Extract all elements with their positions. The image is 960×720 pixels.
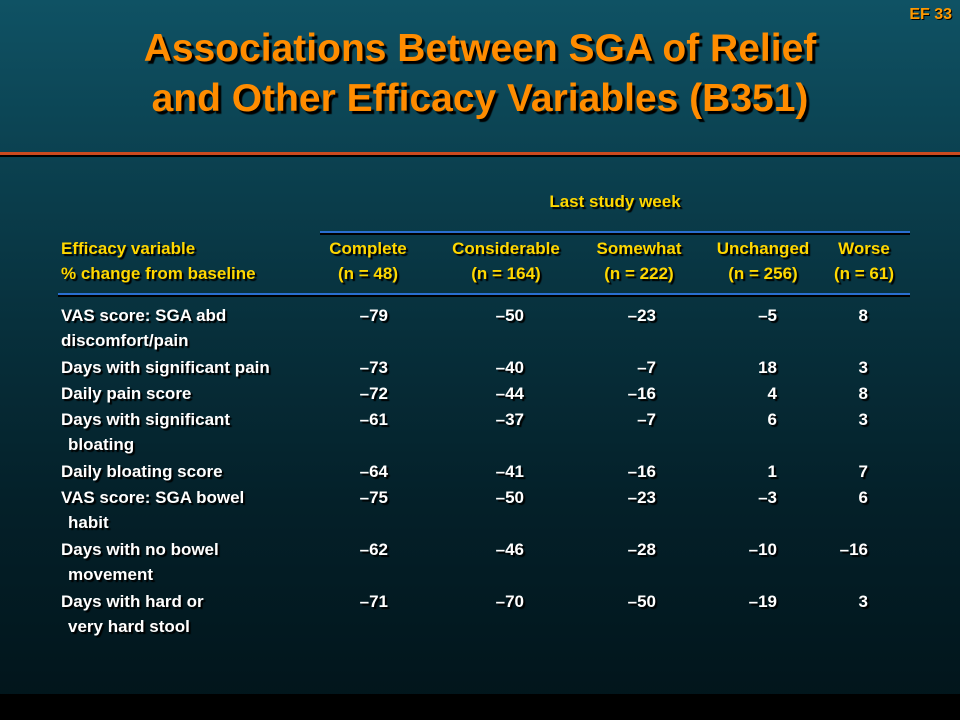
cell-considerable: –70 — [495, 592, 524, 611]
cell-worse: 7 — [858, 462, 868, 481]
variable-header-line-1: Efficacy variable — [61, 239, 196, 258]
cell-considerable: –50 — [495, 488, 524, 507]
column-label: Somewhat — [596, 239, 682, 258]
column-header-worse: Worse (n = 61) — [822, 236, 906, 286]
title-divider — [0, 152, 960, 155]
cell-worse: 6 — [858, 488, 868, 507]
cell-unchanged: –5 — [758, 306, 777, 325]
column-header-unchanged: Unchanged (n = 256) — [703, 236, 823, 286]
cell-considerable: –44 — [495, 384, 524, 403]
column-label: Worse — [838, 239, 890, 258]
row-label-line-2: bloating — [68, 435, 135, 454]
cell-unchanged: 6 — [767, 410, 777, 429]
row-label-line-1: Days with hard or — [61, 592, 204, 611]
row-label: VAS score: SGA bowel habit — [61, 485, 326, 535]
title-line-1: Associations Between SGA of Relief — [143, 27, 817, 70]
header-bottom-rule — [58, 293, 910, 295]
column-n: (n = 222) — [604, 264, 674, 283]
cell-somewhat: –23 — [627, 306, 656, 325]
cell-considerable: –46 — [495, 540, 524, 559]
cell-considerable: –37 — [495, 410, 524, 429]
cell-unchanged: 18 — [758, 358, 777, 377]
row-label-line-1: Daily bloating score — [61, 462, 223, 481]
row-label: Days with hard or very hard stool — [61, 589, 326, 639]
row-label-line-2: very hard stool — [68, 617, 190, 636]
cell-complete: –71 — [359, 592, 388, 611]
cell-worse: 8 — [858, 384, 868, 403]
cell-considerable: –40 — [495, 358, 524, 377]
row-label-line-1: Days with significant — [61, 410, 231, 429]
cell-worse: 3 — [858, 410, 868, 429]
row-label-line-1: Days with significant pain — [61, 358, 270, 377]
cell-complete: –61 — [359, 410, 388, 429]
column-n: (n = 164) — [471, 264, 541, 283]
column-label: Complete — [329, 239, 407, 258]
cell-unchanged: 1 — [767, 462, 777, 481]
cell-unchanged: –19 — [748, 592, 777, 611]
row-label-line-1: Days with no bowel — [61, 540, 219, 559]
cell-worse: –16 — [839, 540, 868, 559]
cell-complete: –72 — [359, 384, 388, 403]
column-n: (n = 61) — [834, 264, 894, 283]
group-header-rule — [320, 231, 910, 233]
cell-worse: 3 — [858, 592, 868, 611]
row-label: Days with significant bloating — [61, 407, 326, 457]
bottom-bar — [0, 694, 960, 720]
row-label-line-1: VAS score: SGA bowel — [61, 488, 245, 507]
cell-somewhat: –16 — [627, 462, 656, 481]
cell-somewhat: –16 — [627, 384, 656, 403]
row-label: Days with no bowel movement — [61, 537, 326, 587]
column-n: (n = 256) — [728, 264, 798, 283]
cell-worse: 3 — [858, 358, 868, 377]
variable-header-line-2: % change from baseline — [61, 264, 256, 283]
slide-title: Associations Between SGA of Relief and O… — [0, 24, 960, 124]
column-label: Considerable — [452, 239, 560, 258]
cell-worse: 8 — [858, 306, 868, 325]
column-n: (n = 48) — [338, 264, 398, 283]
row-label: VAS score: SGA abd discomfort/pain — [61, 303, 326, 353]
row-label-line-2: movement — [68, 565, 154, 584]
column-header-somewhat: Somewhat (n = 222) — [583, 236, 695, 286]
row-label: Daily pain score — [61, 381, 326, 406]
cell-complete: –75 — [359, 488, 388, 507]
cell-somewhat: –23 — [627, 488, 656, 507]
slide-number: EF 33 — [909, 6, 952, 23]
cell-complete: –79 — [359, 306, 388, 325]
cell-complete: –62 — [359, 540, 388, 559]
cell-somewhat: –50 — [627, 592, 656, 611]
title-line-2: and Other Efficacy Variables (B351) — [151, 77, 809, 120]
group-header-last-study-week: Last study week — [549, 192, 681, 211]
row-label-line-1: VAS score: SGA abd — [61, 306, 227, 325]
row-label-line-2: discomfort/pain — [61, 331, 189, 350]
column-header-complete: Complete (n = 48) — [320, 236, 416, 286]
cell-considerable: –41 — [495, 462, 524, 481]
cell-unchanged: –3 — [758, 488, 777, 507]
cell-complete: –64 — [359, 462, 388, 481]
cell-somewhat: –28 — [627, 540, 656, 559]
cell-somewhat: –7 — [637, 358, 656, 377]
cell-unchanged: 4 — [767, 384, 777, 403]
variable-column-header: Efficacy variable % change from baseline — [61, 236, 256, 286]
column-header-considerable: Considerable (n = 164) — [438, 236, 574, 286]
cell-complete: –73 — [359, 358, 388, 377]
cell-unchanged: –10 — [748, 540, 777, 559]
row-label-line-2: habit — [68, 513, 109, 532]
row-label: Daily bloating score — [61, 459, 326, 484]
row-label: Days with significant pain — [61, 355, 326, 380]
cell-considerable: –50 — [495, 306, 524, 325]
cell-somewhat: –7 — [637, 410, 656, 429]
column-label: Unchanged — [716, 239, 810, 258]
row-label-line-1: Daily pain score — [61, 384, 192, 403]
